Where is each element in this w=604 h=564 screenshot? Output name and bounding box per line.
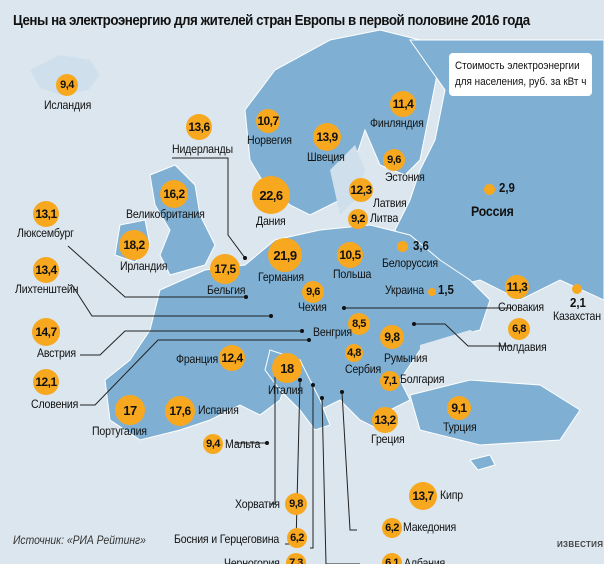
label-belgium: Бельгия [207,283,246,297]
value-bubble-czech: 9,6 [302,281,324,303]
label-portugal: Португалия [92,424,147,438]
value-kazakhstan: 2,1 [570,295,586,310]
value-bubble-liechtenstein: 13,4 [33,257,59,283]
value-bubble-turkey: 9,1 [447,396,471,420]
value-russia: 2,9 [499,180,515,195]
label-estonia: Эстония [385,170,425,184]
value-belarus: 3,6 [413,238,429,253]
value-bubble-finland: 11,4 [390,91,416,117]
label-uk: Великобритания [126,207,205,221]
label-moldova: Молдавия [498,340,547,354]
value-bubble-bosnia: 6,2 [287,528,307,548]
legend-line-1: Стоимость электроэнергии [455,60,580,72]
value-bubble-slovakia: 11,3 [505,275,529,299]
label-bosnia: Босния и Герцеговина [174,532,280,546]
value-bubble-hungary: 8,5 [348,313,370,335]
label-france: Франция [176,352,219,366]
label-luxembourg: Люксембург [17,226,74,240]
label-iceland: Исландия [44,98,92,112]
label-croatia: Хорватия [235,497,280,511]
label-finland: Финляндия [370,116,424,130]
value-bubble-germany: 21,9 [268,238,302,272]
value-bubble-albania: 6,1 [382,553,402,564]
label-poland: Польша [333,267,372,281]
label-malta: Мальта [225,437,261,451]
label-greece: Греция [371,432,405,446]
page-title: Цены на электроэнергию для жителей стран… [13,13,530,29]
value-bubble-latvia: 12,3 [349,178,373,202]
value-bubble-romania: 9,8 [380,325,404,349]
value-bubble-norway: 10,7 [256,109,280,133]
legend-box: Стоимость электроэнергии для населения, … [449,53,592,96]
label-belarus: Белоруссия [382,256,438,270]
label-germany: Германия [258,270,304,284]
value-dot-ukraine [428,288,436,296]
label-czech: Чехия [298,300,327,314]
value-bubble-uk: 16,2 [160,180,188,208]
label-cyprus: Кипр [440,488,463,502]
value-bubble-netherlands: 13,6 [186,114,212,140]
label-bulgaria: Болгария [400,372,445,386]
label-netherlands: Нидерланды [172,142,233,156]
value-bubble-spain: 17,6 [165,396,195,426]
izvestia-logo: ИЗВЕСТИЯ [557,540,604,549]
label-ukraine: Украина [385,283,424,297]
label-macedonia: Македония [403,520,457,534]
value-bubble-greece: 13,2 [372,407,398,433]
label-albania: Албания [404,556,446,564]
label-liechtenstein: Лихтенштейн [15,282,79,296]
label-romania: Румыния [384,351,428,365]
value-bubble-croatia: 9,8 [285,493,307,515]
value-dot-belarus [397,241,408,252]
label-russia: Россия [471,203,514,219]
value-bubble-lithuania: 9,2 [348,209,368,229]
value-bubble-portugal: 17 [115,395,145,425]
value-bubble-serbia: 4,8 [345,344,363,362]
value-bubble-malta: 9,4 [203,434,223,454]
label-hungary: Венгрия [313,325,352,339]
label-denmark: Дания [256,214,286,228]
value-bubble-slovenia: 12,1 [33,369,59,395]
value-bubble-bulgaria: 7,1 [380,371,400,391]
label-turkey: Турция [443,420,477,434]
value-bubble-iceland: 9,4 [56,74,78,96]
value-bubble-italy: 18 [272,353,302,383]
value-ukraine: 1,5 [438,282,454,297]
source-note: Источник: «РИА Рейтинг» [13,535,146,547]
label-kazakhstan: Казахстан [553,309,601,323]
label-lithuania: Литва [370,211,399,225]
value-bubble-austria: 14,7 [32,318,60,346]
label-latvia: Латвия [373,196,407,210]
value-bubble-luxembourg: 13,1 [33,201,59,227]
label-italy: Италия [268,383,303,397]
value-bubble-belgium: 17,5 [210,254,240,284]
value-bubble-ireland: 18,2 [119,230,149,260]
value-bubble-france: 12,4 [219,345,245,371]
value-bubble-montenegro: 7,3 [286,553,306,564]
label-spain: Испания [198,403,239,417]
value-bubble-estonia: 9,6 [383,149,405,171]
legend-line-2: для населения, руб. за кВт ч [455,76,587,88]
label-serbia: Сербия [345,362,381,376]
label-austria: Австрия [37,346,76,360]
label-sweden: Швеция [307,150,345,164]
value-bubble-moldova: 6,8 [508,318,530,340]
value-bubble-macedonia: 6,2 [382,518,402,538]
label-slovenia: Словения [31,397,79,411]
value-bubble-cyprus: 13,7 [409,482,437,510]
value-bubble-denmark: 22,6 [252,176,290,214]
label-montenegro: Черногория [224,556,280,564]
label-slovakia: Словакия [498,300,544,314]
label-ireland: Ирландия [120,259,168,273]
value-dot-russia [484,184,495,195]
value-dot-kazakhstan [572,284,582,294]
value-bubble-poland: 10,5 [337,242,363,268]
label-norway: Норвегия [247,133,292,147]
value-bubble-sweden: 13,9 [313,123,341,151]
